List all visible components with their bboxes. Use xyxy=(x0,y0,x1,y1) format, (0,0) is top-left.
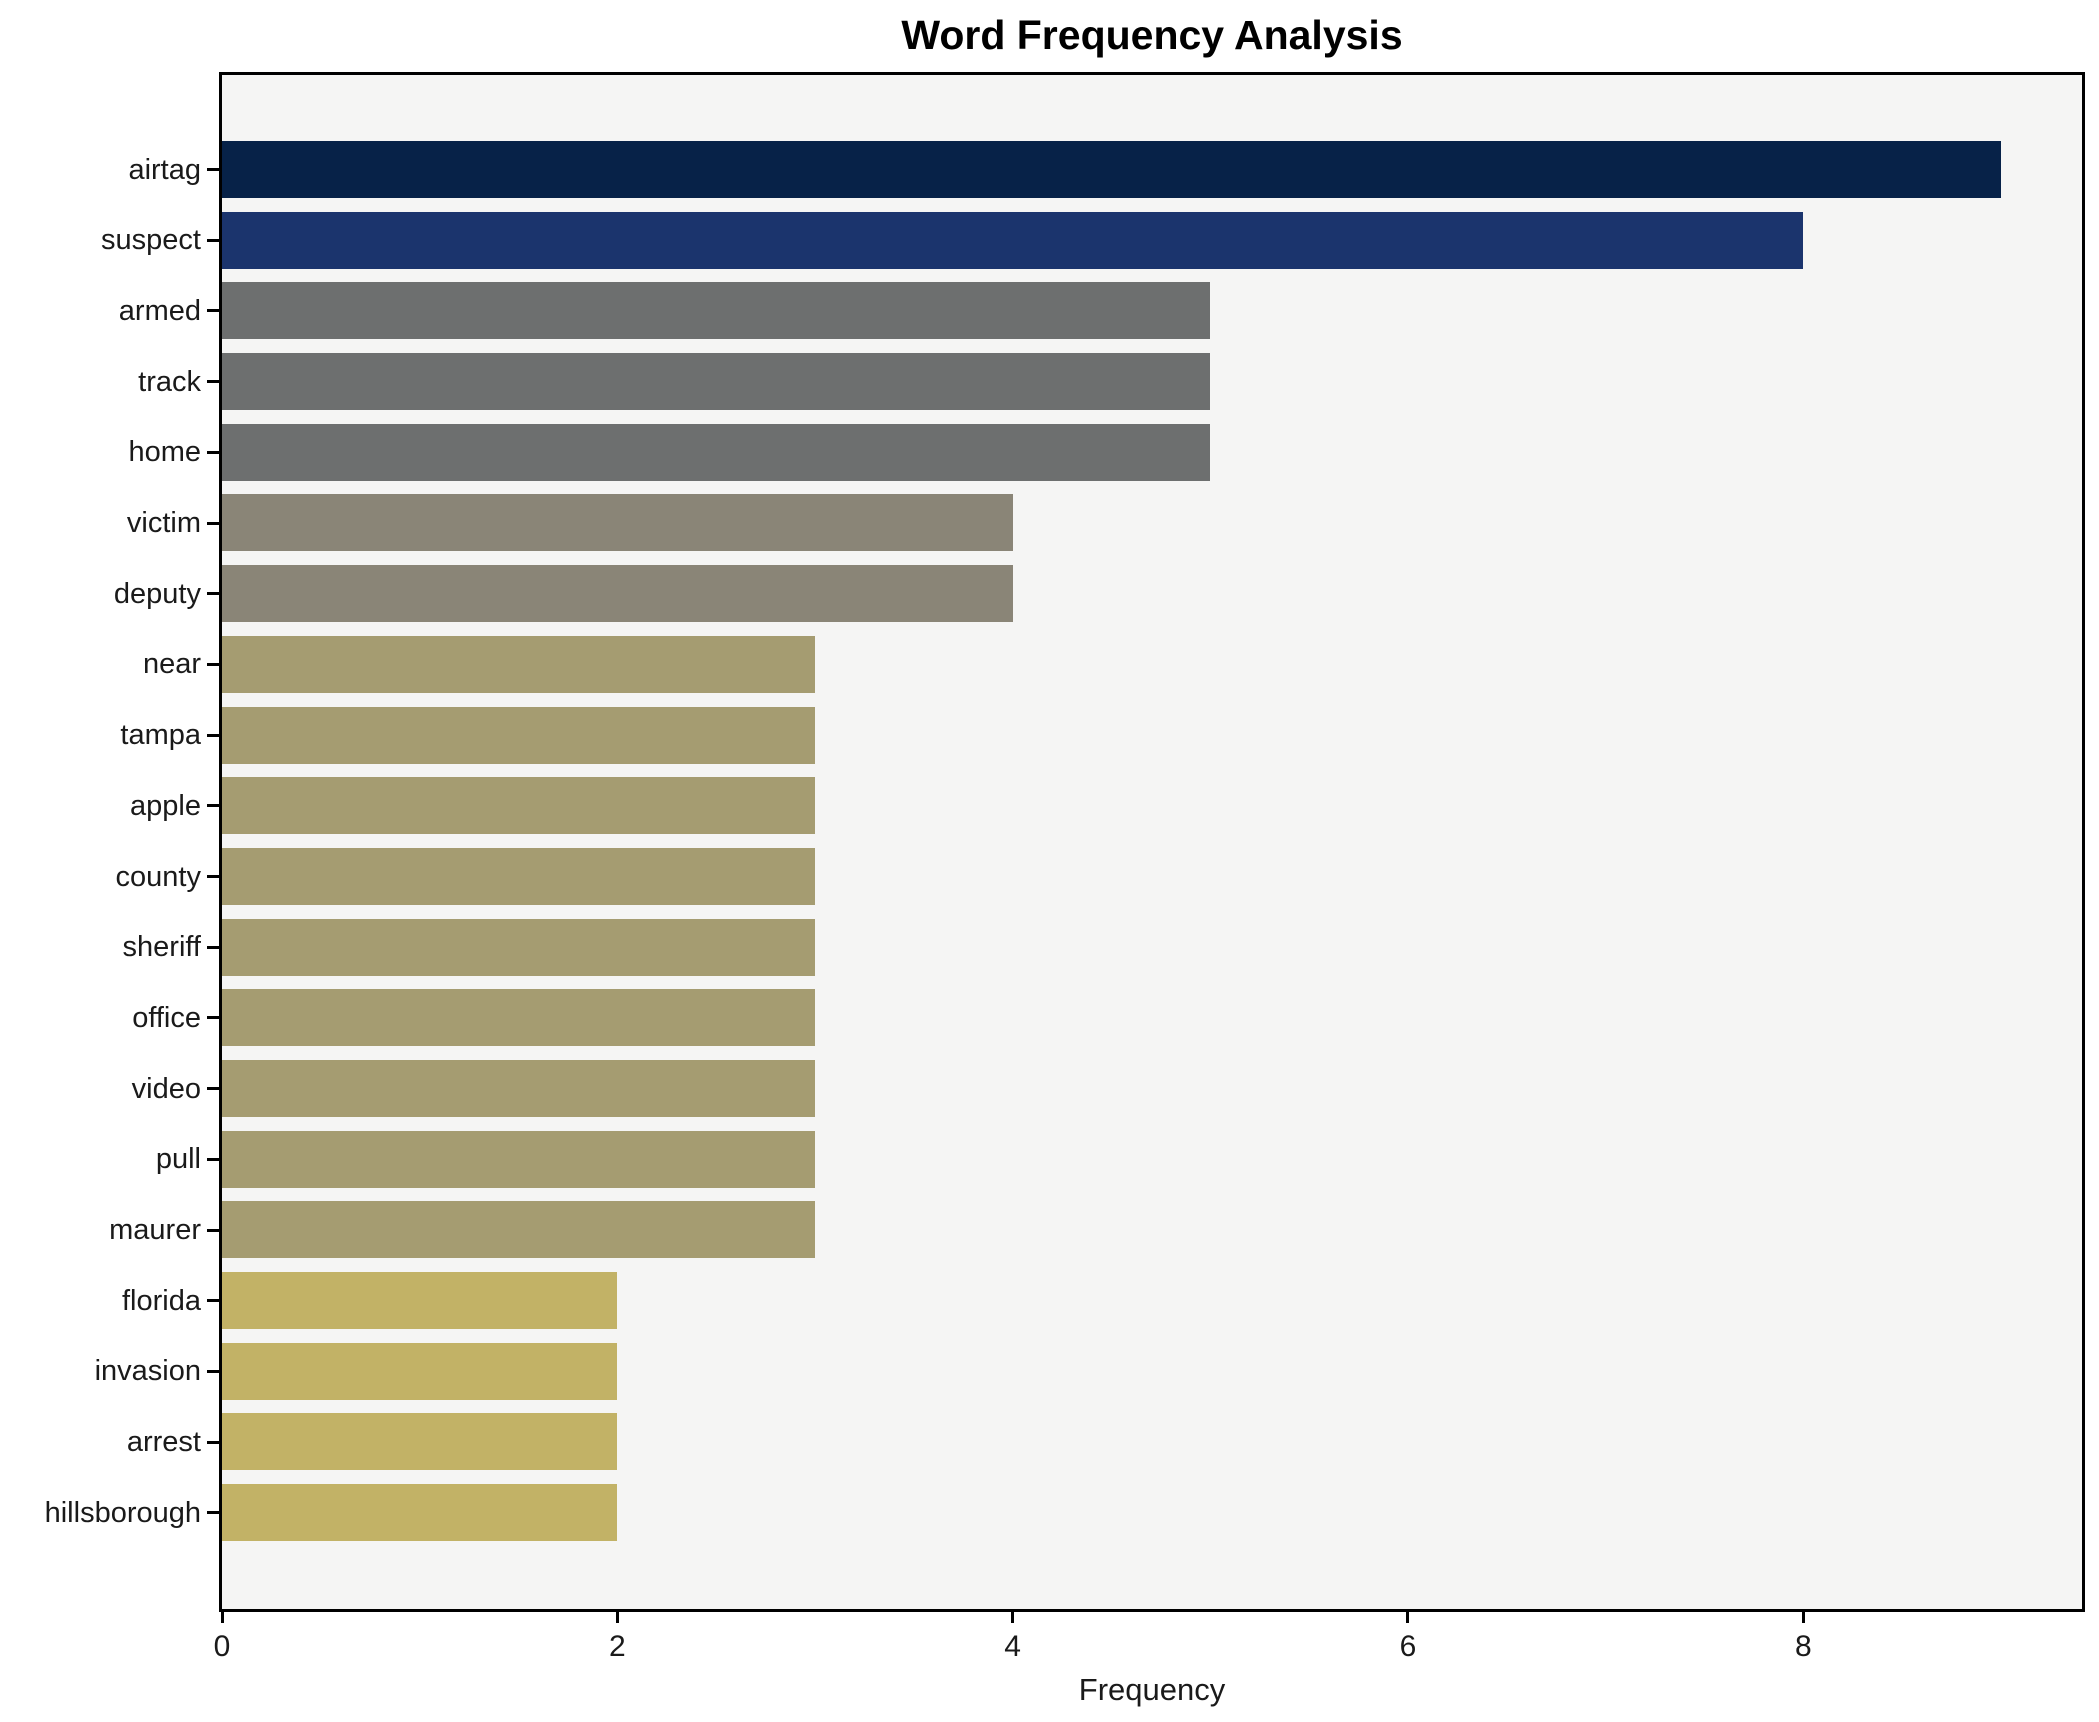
x-tick-label-6: 6 xyxy=(1399,1630,1417,1663)
bar-row xyxy=(222,847,2082,905)
x-tick-mark xyxy=(220,1612,224,1623)
y-tick-label-video: video xyxy=(131,1072,201,1105)
y-tick-label-tampa: tampa xyxy=(120,719,201,752)
bar-suspect xyxy=(222,211,1804,269)
bar-row xyxy=(222,1201,2082,1259)
x-tick-mark xyxy=(615,1612,619,1623)
bar-row xyxy=(222,282,2082,340)
bar-deputy xyxy=(222,565,1013,623)
bar-home xyxy=(222,423,1211,481)
y-tick-label-pull: pull xyxy=(155,1143,201,1176)
bar-row xyxy=(222,211,2082,269)
y-tick-label-victim: victim xyxy=(126,507,201,539)
y-tick-label-apple: apple xyxy=(130,789,201,822)
y-tick-mark xyxy=(207,1016,219,1020)
bar-row xyxy=(222,1272,2082,1329)
y-tick-mark xyxy=(207,733,219,737)
bar-tampa xyxy=(222,706,815,764)
y-tick-mark xyxy=(207,521,219,525)
bar-florida xyxy=(222,1272,618,1329)
y-tick-label-track: track xyxy=(138,365,201,398)
x-tick-mark xyxy=(1406,1612,1410,1623)
bar-arrest xyxy=(222,1413,618,1471)
y-tick-label-maurer: maurer xyxy=(109,1214,201,1246)
bar-county xyxy=(222,847,815,905)
y-tick-mark xyxy=(207,1228,219,1232)
bar-row xyxy=(222,989,2082,1047)
bars-container xyxy=(222,75,2082,1609)
bar-row xyxy=(222,1130,2082,1188)
y-tick-mark xyxy=(207,1440,219,1444)
bar-row xyxy=(222,565,2082,623)
bar-row xyxy=(222,918,2082,976)
y-tick-label-sheriff: sheriff xyxy=(122,931,201,964)
bar-row xyxy=(222,141,2082,198)
bar-row xyxy=(222,1484,2082,1542)
y-tick-label-invasion: invasion xyxy=(94,1355,201,1388)
x-tick-label-8: 8 xyxy=(1794,1630,1812,1663)
x-tick-label-2: 2 xyxy=(608,1630,626,1663)
bar-office xyxy=(222,989,815,1047)
y-tick-mark xyxy=(207,309,219,313)
bar-near xyxy=(222,635,815,693)
x-tick-label-0: 0 xyxy=(213,1630,231,1663)
bar-video xyxy=(222,1059,815,1117)
bar-hillsborough xyxy=(222,1484,618,1542)
bar-armed xyxy=(222,282,1211,340)
y-tick-mark xyxy=(207,1299,219,1303)
y-tick-mark xyxy=(207,380,219,384)
y-tick-mark xyxy=(207,168,219,171)
bar-victim xyxy=(222,494,1013,552)
plot-area xyxy=(219,72,2085,1612)
y-tick-mark xyxy=(207,804,219,808)
y-tick-mark xyxy=(207,1157,219,1161)
x-tick-mark xyxy=(1801,1612,1805,1623)
bar-maurer xyxy=(222,1201,815,1259)
y-tick-mark xyxy=(207,945,219,949)
bar-row xyxy=(222,494,2082,552)
x-axis-title: Frequency xyxy=(1078,1672,1226,1707)
y-tick-label-airtag: airtag xyxy=(128,153,201,186)
y-tick-mark xyxy=(207,1369,219,1373)
y-tick-mark xyxy=(207,1511,219,1515)
y-tick-label-armed: armed xyxy=(118,294,201,327)
bar-row xyxy=(222,635,2082,693)
y-tick-mark xyxy=(207,238,219,242)
bar-track xyxy=(222,353,1211,411)
y-tick-mark xyxy=(207,592,219,596)
y-tick-label-home: home xyxy=(128,436,201,469)
chart-title: Word Frequency Analysis xyxy=(901,12,1403,58)
y-axis-labels: airtag suspect armed track home victim deputy n… xyxy=(0,75,201,1609)
y-tick-label-county: county xyxy=(115,860,201,893)
bar-apple xyxy=(222,777,815,835)
bar-row xyxy=(222,353,2082,411)
bar-row xyxy=(222,423,2082,481)
bar-row xyxy=(222,706,2082,764)
y-tick-label-arrest: arrest xyxy=(126,1426,201,1459)
bar-invasion xyxy=(222,1342,618,1400)
y-tick-mark xyxy=(207,875,219,878)
bar-row xyxy=(222,777,2082,835)
bar-pull xyxy=(222,1130,815,1188)
y-tick-mark xyxy=(207,662,219,666)
y-tick-mark xyxy=(207,1087,219,1091)
bar-row xyxy=(222,1059,2082,1117)
bar-row xyxy=(222,1342,2082,1400)
y-tick-label-deputy: deputy xyxy=(113,577,201,610)
y-tick-label-florida: florida xyxy=(122,1284,201,1317)
y-tick-label-suspect: suspect xyxy=(101,224,201,257)
x-tick-label-4: 4 xyxy=(1004,1630,1021,1663)
bar-airtag xyxy=(222,141,2001,198)
y-tick-label-near: near xyxy=(142,648,201,681)
x-tick-mark xyxy=(1011,1612,1015,1623)
y-tick-label-office: office xyxy=(132,1001,201,1034)
y-tick-mark xyxy=(207,450,219,454)
y-tick-label-hillsborough: hillsborough xyxy=(44,1496,201,1529)
bar-row xyxy=(222,1413,2082,1471)
bar-sheriff xyxy=(222,918,815,976)
